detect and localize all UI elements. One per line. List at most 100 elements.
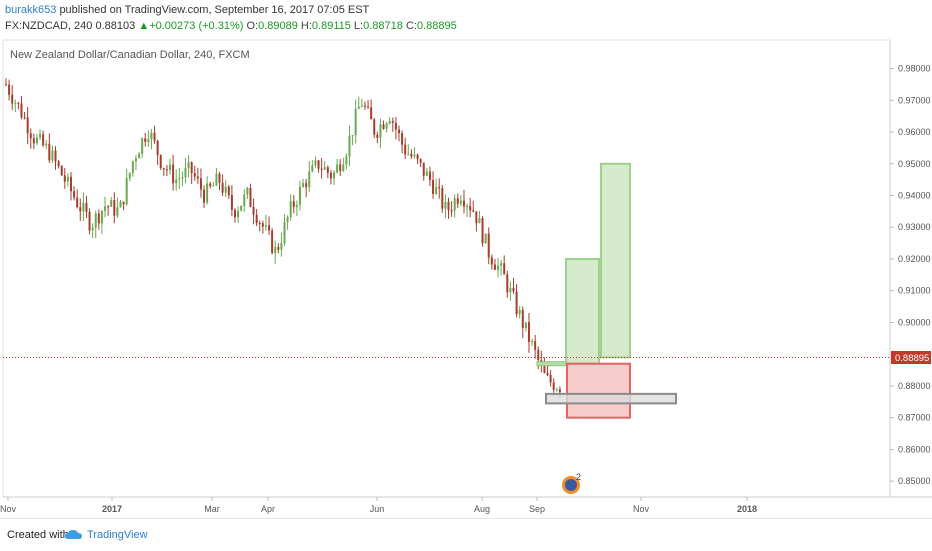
candle-body	[298, 186, 301, 205]
y-tick-label: 0.85000	[898, 476, 931, 486]
candle-body	[370, 107, 373, 120]
high-label: H:	[300, 20, 312, 32]
change-value: +0.00273 (+0.31%)	[149, 20, 244, 32]
x-tick-label: Sep	[529, 504, 545, 514]
candle-body	[348, 135, 351, 157]
candle-body	[113, 200, 116, 216]
candle-body	[302, 183, 305, 187]
candle-body	[388, 120, 391, 124]
event-marker-inner	[565, 479, 577, 491]
candle-body	[122, 201, 125, 205]
candle-body	[215, 173, 218, 186]
y-tick-label: 0.94000	[898, 191, 931, 201]
candle-body	[162, 168, 165, 170]
candle-body	[317, 160, 320, 169]
candle-body	[456, 198, 459, 204]
candle-body	[187, 162, 190, 169]
candle-body	[453, 198, 456, 211]
x-tick-label: Mar	[204, 504, 220, 514]
candle-body	[546, 372, 549, 375]
range-box	[545, 392, 677, 405]
candle-body	[97, 213, 100, 224]
y-tick-label: 0.87000	[898, 413, 931, 423]
candle-body	[289, 201, 292, 217]
created-with-text: Created with	[7, 529, 69, 541]
candle-body	[82, 202, 85, 212]
author-link[interactable]: burakk653	[5, 4, 57, 16]
candle-body	[243, 194, 246, 206]
up-arrow-icon: ▲	[138, 20, 150, 32]
candle-body	[397, 129, 400, 134]
candle-body	[79, 207, 82, 212]
candle-body	[391, 120, 394, 123]
candle-body	[527, 322, 530, 342]
candle-body	[104, 206, 107, 211]
candle-body	[169, 164, 172, 171]
candle-body	[172, 164, 175, 184]
candle-body	[506, 274, 509, 293]
y-tick-label: 0.95000	[898, 159, 931, 169]
candle-body	[35, 137, 38, 144]
candle-body	[484, 233, 487, 244]
tradingview-brand-link[interactable]: TradingView	[87, 529, 148, 541]
price-axis	[890, 40, 932, 497]
x-tick-label: Apr	[261, 504, 275, 514]
candle-body	[153, 132, 156, 141]
long-position-stop	[566, 362, 631, 419]
candle-body	[156, 140, 159, 156]
candle-body	[428, 171, 431, 180]
candle-body	[543, 364, 546, 373]
candle-body	[110, 200, 113, 207]
candle-body	[410, 153, 413, 157]
candle-body	[360, 105, 363, 107]
candle-body	[144, 138, 147, 142]
candle-body	[249, 187, 252, 207]
candle-body	[497, 265, 500, 270]
y-tick-label: 0.90000	[898, 317, 931, 327]
x-axis-ticks: Nov 2017 Mar Apr Jun Aug Sep Nov 2018	[0, 497, 757, 514]
candle-body	[150, 132, 153, 140]
candle-body	[141, 138, 144, 154]
candle-body	[184, 168, 187, 178]
candle-body	[26, 117, 29, 134]
footer-bar: Created with TradingView	[0, 518, 932, 551]
candle-body	[367, 106, 370, 108]
candle-body	[48, 143, 51, 161]
candle-body	[419, 159, 422, 163]
tradingview-cloud-icon[interactable]	[64, 528, 84, 542]
candle-body	[224, 186, 227, 193]
candle-body	[128, 172, 131, 179]
candle-body	[509, 287, 512, 293]
candle-body	[258, 222, 261, 224]
candle-body	[339, 164, 342, 171]
x-tick-label: 2017	[102, 504, 122, 514]
last-price-tag	[891, 351, 931, 365]
candle-body	[196, 176, 199, 179]
candle-body	[500, 263, 503, 266]
candle-body	[20, 103, 23, 118]
candle-body	[333, 172, 336, 179]
candle-body	[382, 124, 385, 129]
candle-body	[73, 191, 76, 198]
y-tick-label: 0.98000	[898, 64, 931, 74]
candle-body	[376, 134, 379, 138]
entry-marker	[536, 361, 568, 367]
candle-body	[51, 150, 54, 161]
candle-body	[165, 169, 168, 171]
candle-body	[438, 187, 441, 189]
event-marker[interactable]: 2	[562, 472, 581, 494]
price-chart[interactable]: 0.98000 0.97000 0.96000 0.95000 0.94000 0.930…	[0, 0, 932, 518]
candle-body	[199, 178, 202, 190]
position-tools[interactable]	[536, 162, 677, 419]
candle-body	[280, 242, 283, 250]
candle-body	[314, 160, 317, 166]
candle-body	[85, 202, 88, 212]
candle-body	[91, 227, 94, 231]
candle-body	[413, 154, 416, 157]
candle-body	[147, 139, 150, 142]
candle-body	[534, 341, 537, 350]
y-tick-label: 0.88000	[898, 381, 931, 391]
publish-info: published on TradingView.com, September …	[59, 4, 370, 16]
candle-body	[237, 210, 240, 218]
low-value: 0.88718	[363, 20, 403, 32]
